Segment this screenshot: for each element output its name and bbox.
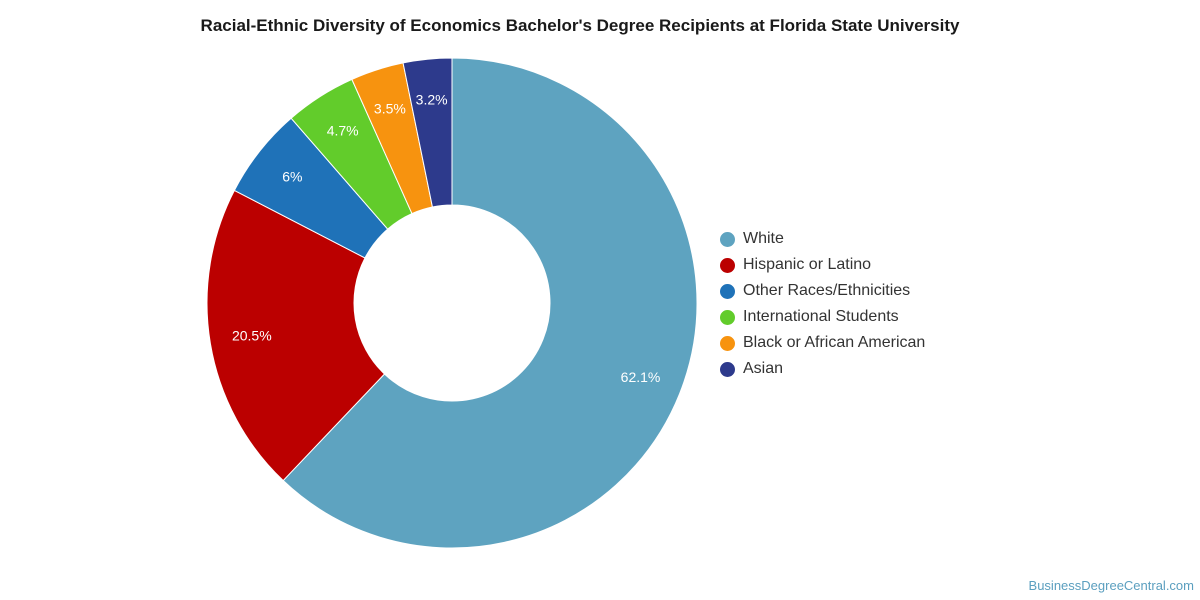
legend-item[interactable]: Asian: [720, 356, 925, 382]
slice-label-asian: 3.2%: [416, 92, 448, 108]
slice-label-black-or-african-american: 3.5%: [374, 100, 406, 116]
slices-group: [206, 57, 698, 549]
legend-label: Hispanic or Latino: [743, 256, 872, 273]
legend-label: International Students: [743, 308, 899, 325]
legend-item[interactable]: White: [720, 226, 925, 252]
slice-label-other-races-ethnicities: 6%: [282, 168, 302, 184]
slice-labels-group: 62.1% 20.5% 6% 4.7% 3.5% 3.2%: [232, 92, 660, 385]
legend-swatch: [720, 283, 735, 299]
chart-title: Racial-Ethnic Diversity of Economics Bac…: [200, 16, 960, 35]
legend-label: White: [743, 230, 784, 247]
legend-label: Other Races/Ethnicities: [743, 282, 911, 299]
legend-swatch: [720, 231, 735, 247]
legend-item[interactable]: Black or African American: [720, 330, 925, 356]
legend-item[interactable]: Other Races/Ethnicities: [720, 278, 925, 304]
legend-swatch: [720, 309, 735, 325]
slice-white[interactable]: [282, 57, 698, 549]
watermark[interactable]: BusinessDegreeCentral.com: [1028, 578, 1194, 593]
legend-swatch: [720, 361, 735, 377]
slice-asian[interactable]: [402, 57, 453, 208]
slice-hispanic-or-latino[interactable]: [206, 189, 386, 482]
legend-item[interactable]: Hispanic or Latino: [720, 252, 925, 278]
legend-item[interactable]: International Students: [720, 304, 925, 330]
legend: White Hispanic or Latino Other Races/Eth…: [720, 226, 925, 382]
slice-label-hispanic-or-latino: 20.5%: [232, 327, 272, 343]
legend-label: Asian: [743, 360, 784, 377]
slice-label-international-students: 4.7%: [327, 123, 359, 139]
legend-label: Black or African American: [743, 334, 926, 351]
legend-swatch: [720, 257, 735, 273]
legend-swatch: [720, 335, 735, 351]
slice-label-white: 62.1%: [621, 369, 661, 385]
